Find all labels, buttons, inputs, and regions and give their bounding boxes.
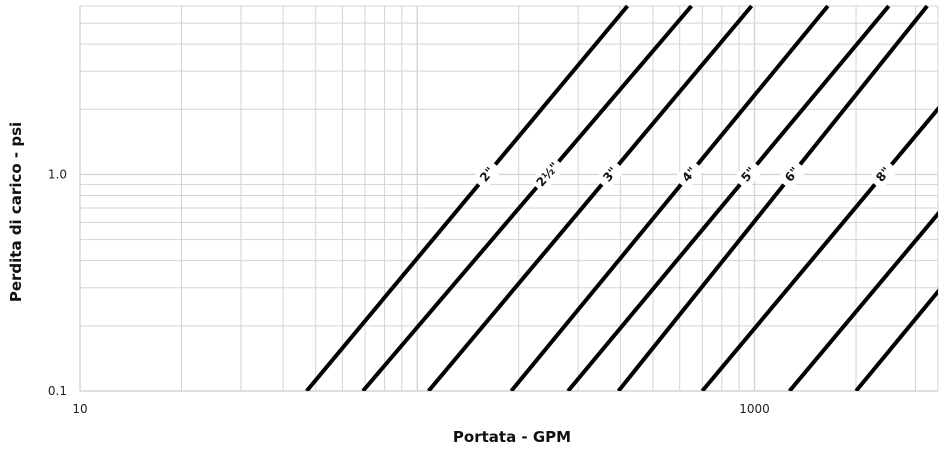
pipe-label-bg [529,155,566,194]
series-labels: 2"2½"3"4"5"6"8"10"12" [471,155,899,194]
pipe-label-bg [868,158,899,191]
pipe-line-8 [787,210,938,391]
pipe-line-1 [305,4,629,391]
x-tick-label: 1000 [739,402,770,416]
pipe-label-1: 2" [471,158,503,191]
x-axis-title: Portata - GPM [453,428,571,446]
pipe-line-9 [854,288,938,391]
pipe-line-4 [509,4,830,391]
pipe-label-bg [776,158,808,191]
pipe-line-2 [361,4,693,391]
pipe-label-3: 3" [594,158,626,191]
pipe-line-6 [616,4,929,391]
pipe-line-3 [426,4,754,391]
y-tick-label: 1.0 [48,167,67,181]
pipe-label-bg [733,158,764,191]
pipe-label-6: 6" [776,158,808,191]
x-tick-label: 10 [72,402,87,416]
y-axis-title: Perdita di carico - psi [7,122,25,302]
series-lines [305,4,938,391]
pipe-line-7 [700,105,938,391]
pipe-line-5 [566,4,891,391]
pipe-label-5: 5" [733,158,764,191]
pipe-label-bg [471,158,503,191]
pipe-label-bg [674,158,705,191]
y-tick-label: 0.1 [48,384,67,398]
pipe-label-4: 4" [674,158,705,191]
pipe-label-7: 8" [868,158,899,191]
grid [79,5,939,392]
y-axis-ticks: 0.1 1.0 [48,167,67,398]
pipe-label-bg [594,158,626,191]
x-axis-ticks: 10 1000 [72,402,769,416]
